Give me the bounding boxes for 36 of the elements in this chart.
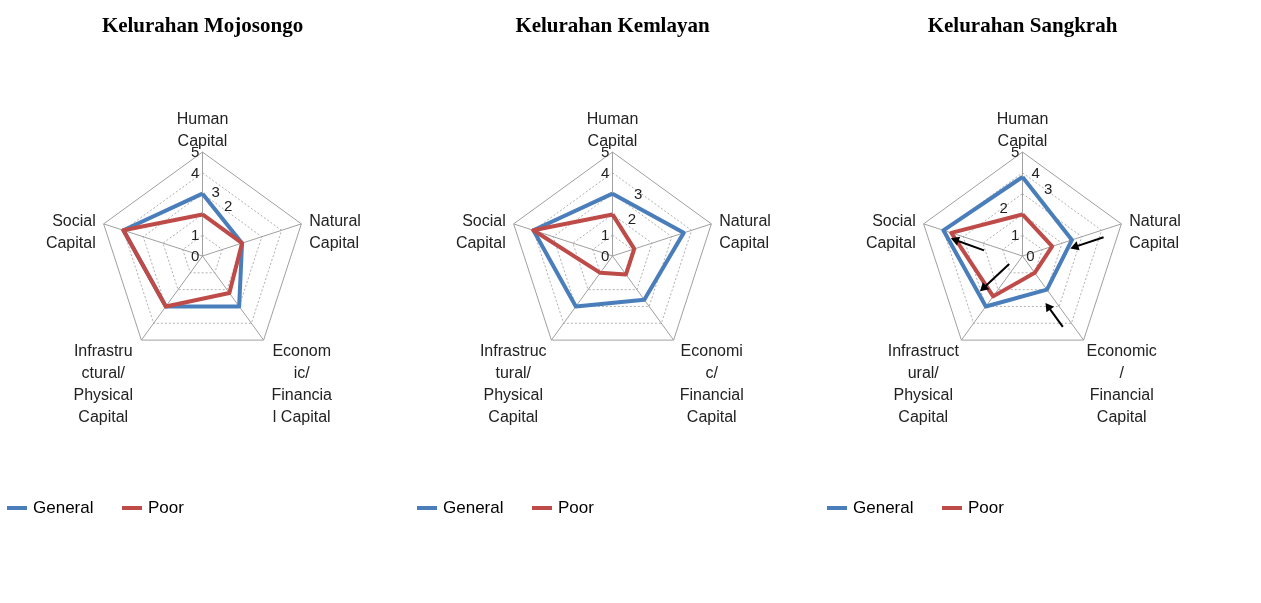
spoke-label: Natural Capital xyxy=(1129,212,1181,252)
spoke-label: Social Capital xyxy=(865,212,916,252)
spoke-label: Social Capital xyxy=(45,212,96,252)
y-tick-label: 2 xyxy=(627,209,637,227)
spoke-label: Econom ic/ Financia l Capital xyxy=(271,341,333,425)
y-tick-label: 2 xyxy=(999,199,1008,217)
chart-title: Kelurahan Mojosongo xyxy=(101,13,304,37)
y-tick-label: 3 xyxy=(633,184,643,202)
spoke-label: Natural Capital xyxy=(719,212,771,252)
y-tick-label: 2 xyxy=(223,197,233,215)
spoke-label: Social Capital xyxy=(455,212,506,252)
y-tick-label: 4 xyxy=(1031,163,1040,181)
spoke-label: Economic / Financial Capital xyxy=(1086,341,1157,425)
legend-label: General xyxy=(33,498,94,517)
spoke-label: Natural Capital xyxy=(309,212,361,252)
spoke-label: Economi c/ Financial Capital xyxy=(679,341,744,425)
legend-label: Poor xyxy=(968,498,1005,517)
legend-label: General xyxy=(853,498,914,517)
y-tick-label: 1 xyxy=(1011,226,1020,244)
chart-title: Kelurahan Sangkrah xyxy=(927,13,1118,37)
y-tick-label: 0 xyxy=(1026,247,1035,264)
spoke-label: Infrastruct ural/ Physical Capital xyxy=(887,341,960,425)
y-tick-label: 0 xyxy=(191,247,200,264)
y-tick-label: 3 xyxy=(1043,180,1053,198)
y-tick-label: 1 xyxy=(601,226,610,244)
spoke-label: Infrastru ctural/ Physical Capital xyxy=(73,341,134,425)
legend-label: General xyxy=(443,498,504,517)
y-tick-label: 3 xyxy=(211,182,220,200)
spoke-label: Infrastruc tural/ Physical Capital xyxy=(479,341,547,425)
legend-label: Poor xyxy=(558,498,595,517)
y-tick-label: 4 xyxy=(191,163,200,181)
legend-label: Poor xyxy=(148,498,185,517)
y-tick-label: 1 xyxy=(191,226,200,244)
chart-title: Kelurahan Kemlayan xyxy=(515,13,710,37)
y-tick-label: 4 xyxy=(601,163,610,181)
y-tick-label: 0 xyxy=(601,247,610,264)
